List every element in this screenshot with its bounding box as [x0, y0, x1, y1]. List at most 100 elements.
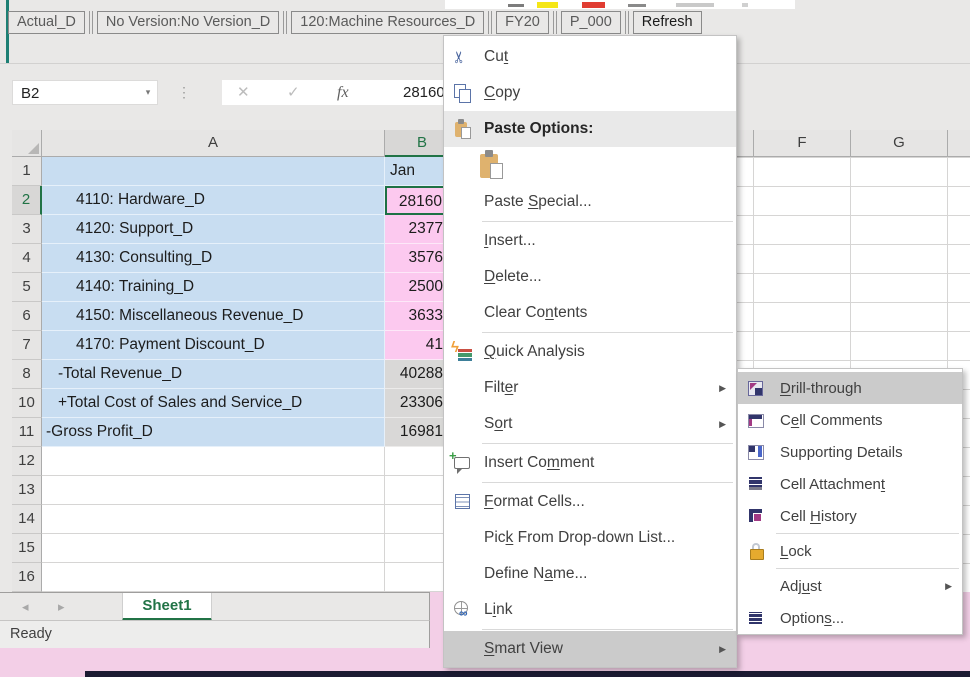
formula-bar-value[interactable]: 28160 [403, 84, 445, 101]
menu-item-delete[interactable]: Delete... [444, 259, 736, 295]
row-header-13[interactable]: 13 [12, 476, 42, 505]
submenu-arrow-icon: ▶ [719, 382, 726, 393]
row-header-1[interactable]: 1 [12, 157, 42, 186]
options-icon [748, 610, 764, 626]
row-header-8[interactable]: 8 [12, 360, 42, 389]
menu-item-paste-keep-source-formatting[interactable] [444, 147, 736, 184]
menu-item-smart-view[interactable]: Smart View ▶ [444, 631, 736, 667]
pov-button-pov-year[interactable]: FY20 [496, 11, 549, 34]
menu-item-filter[interactable]: Filter ▶ [444, 370, 736, 406]
menu-item-clear-contents[interactable]: Clear Contents [444, 295, 736, 331]
ribbon-sliver [445, 0, 795, 9]
pov-button-pov-entity[interactable]: 120:Machine Resources_D [291, 11, 485, 34]
menu-separator [482, 443, 733, 444]
menu-item-label: Define Name... [484, 565, 588, 582]
row-header-10[interactable]: 10 [12, 389, 42, 418]
cell-a1[interactable] [42, 157, 385, 186]
cell-a8[interactable]: -Total Revenue_D [42, 360, 385, 389]
insert-comment-icon: + [449, 448, 473, 474]
lock-icon [748, 543, 764, 560]
pov-button-pov-version[interactable]: No Version:No Version_D [96, 11, 280, 34]
menu-item-label: Supporting Details [780, 443, 903, 461]
ribbon-partial-icon [628, 4, 646, 7]
menu-item-label: Adjust [780, 577, 822, 595]
cell-a2[interactable]: 4110: Hardware_D [42, 186, 385, 215]
cell-a14[interactable] [42, 505, 385, 534]
row-header-5[interactable]: 5 [12, 273, 42, 302]
cell-a4[interactable]: 4130: Consulting_D [42, 244, 385, 273]
supporting-details-icon [748, 444, 764, 460]
menu-item-label: Copy [484, 84, 521, 101]
row-header-12[interactable]: 12 [12, 447, 42, 476]
menu-item-insert[interactable]: Insert... [444, 223, 736, 259]
menu-item-copy[interactable]: Copy [444, 75, 736, 111]
menu-item-drill-through[interactable]: Drill-through [738, 372, 962, 404]
submenu-arrow-icon: ▶ [719, 418, 726, 429]
menu-item-paste-special[interactable]: Paste Special... [444, 184, 736, 220]
menu-item-supporting-details[interactable]: Supporting Details [738, 436, 962, 468]
pov-separator [488, 11, 493, 34]
menu-item-adjust[interactable]: Adjust ▶ [738, 570, 962, 602]
select-all-triangle-icon [28, 143, 39, 154]
menu-item-quick-analysis[interactable]: ϟ Quick Analysis [444, 334, 736, 370]
font-color-swatch-icon [582, 2, 605, 8]
cell-a13[interactable] [42, 476, 385, 505]
menu-item-pick-from-dropdown-list[interactable]: Pick From Drop-down List... [444, 520, 736, 556]
cell-history-icon [748, 508, 764, 524]
cell-a11[interactable]: -Gross Profit_D [42, 418, 385, 447]
pov-button-pov-actual[interactable]: Actual_D [8, 11, 85, 34]
ribbon-partial-caret [742, 3, 748, 7]
select-all-corner[interactable] [12, 130, 42, 157]
cell-a10[interactable]: +Total Cost of Sales and Service_D [42, 389, 385, 418]
background-grid-header [737, 130, 970, 157]
pov-button-pov-period[interactable]: P_000 [560, 11, 621, 34]
column-header-g[interactable]: G [893, 134, 905, 151]
cell-a3[interactable]: 4120: Support_D [42, 215, 385, 244]
menu-item-cell-comments[interactable]: Cell Comments [738, 404, 962, 436]
row-header-7[interactable]: 7 [12, 331, 42, 360]
menu-item-insert-comment[interactable]: + Insert Comment [444, 445, 736, 481]
column-header-a[interactable]: A [42, 130, 385, 157]
cell-a6[interactable]: 4150: Miscellaneous Revenue_D [42, 302, 385, 331]
row-header-4[interactable]: 4 [12, 244, 42, 273]
sheet-nav-prev-icon[interactable]: ◂ [22, 599, 29, 614]
sheet-tab-sheet1[interactable]: Sheet1 [122, 593, 212, 621]
cell-a5[interactable]: 4140: Training_D [42, 273, 385, 302]
cell-a7[interactable]: 4170: Payment Discount_D [42, 331, 385, 360]
menu-item-paste-options[interactable]: Paste Options: [444, 111, 736, 147]
pov-button-refresh[interactable]: Refresh [632, 11, 702, 34]
row-header-16[interactable]: 16 [12, 563, 42, 592]
cell-a12[interactable] [42, 447, 385, 476]
menu-item-link[interactable]: ∞ Link [444, 592, 736, 628]
menu-item-define-name[interactable]: Define Name... [444, 556, 736, 592]
cell-a15[interactable] [42, 534, 385, 563]
row-header-2[interactable]: 2 [12, 186, 42, 215]
name-box-dropdown-icon[interactable]: ▾ [145, 87, 151, 97]
menu-item-lock[interactable]: Lock [738, 535, 962, 567]
menu-item-cell-attachment[interactable]: Cell Attachment [738, 468, 962, 500]
quick-analysis-icon: ϟ [451, 339, 473, 362]
column-header-f[interactable]: F [797, 134, 807, 151]
format-cells-icon [453, 492, 473, 512]
menu-item-label: Lock [780, 542, 812, 560]
insert-function-icon[interactable]: fx [337, 84, 349, 101]
menu-item-cut[interactable]: ✂ Cut [444, 39, 736, 75]
menu-item-options[interactable]: Options... [738, 602, 962, 634]
row-header-11[interactable]: 11 [12, 418, 42, 447]
menu-item-cell-history[interactable]: Cell History [738, 500, 962, 532]
row-header-15[interactable]: 15 [12, 534, 42, 563]
sheet-nav-next-icon[interactable]: ▸ [58, 599, 65, 614]
cell-a16[interactable] [42, 563, 385, 592]
name-box[interactable]: B2 [12, 80, 158, 105]
row-header-3[interactable]: 3 [12, 215, 42, 244]
submenu-arrow-icon: ▶ [719, 643, 726, 654]
row-header-6[interactable]: 6 [12, 302, 42, 331]
cancel-icon: ✕ [237, 84, 250, 101]
pov-separator [552, 11, 557, 34]
menu-item-label: Clear Contents [484, 304, 588, 321]
menu-item-format-cells[interactable]: Format Cells... [444, 484, 736, 520]
menu-item-label: Filter [484, 379, 519, 396]
row-header-14[interactable]: 14 [12, 505, 42, 534]
menu-item-sort[interactable]: Sort ▶ [444, 406, 736, 442]
